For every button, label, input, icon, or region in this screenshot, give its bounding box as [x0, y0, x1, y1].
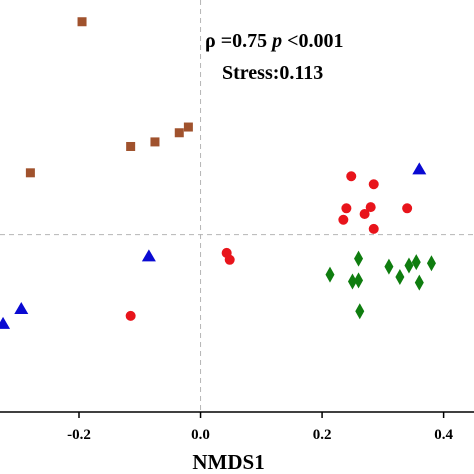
- x-tick-label: -0.2: [67, 427, 91, 443]
- data-point-diamond: [404, 257, 414, 274]
- data-point-square: [183, 122, 193, 132]
- data-point-circle: [365, 202, 376, 213]
- data-point-square: [25, 168, 35, 178]
- data-point-square: [77, 17, 87, 27]
- series-triangle: [0, 162, 427, 329]
- data-point-diamond: [355, 303, 365, 320]
- data-point-diamond: [426, 255, 436, 272]
- x-tick-label: 0.2: [313, 427, 332, 443]
- data-point-diamond: [414, 274, 424, 291]
- data-point-circle: [338, 214, 349, 225]
- data-point-square: [126, 141, 136, 151]
- data-point-circle: [224, 254, 235, 265]
- data-point-circle: [402, 203, 413, 214]
- series-circle: [125, 171, 413, 321]
- rho-p-annotation: ρ =0.75 p <0.001: [205, 30, 344, 52]
- data-point-diamond: [347, 273, 357, 290]
- data-point-triangle: [14, 302, 29, 314]
- series-diamond: [325, 250, 436, 320]
- p-value: <0.001: [282, 30, 343, 52]
- data-point-square: [174, 128, 184, 138]
- data-point-diamond: [395, 268, 405, 285]
- x-tick-label: 0.0: [191, 427, 210, 443]
- data-point-diamond: [354, 250, 364, 267]
- x-axis: -0.2 0.0 0.2 0.4 NMDS1: [0, 411, 474, 474]
- p-symbol: p: [270, 30, 282, 52]
- data-point-diamond: [411, 254, 421, 271]
- x-tick-label: 0.4: [434, 427, 453, 443]
- series-square: [25, 17, 193, 178]
- stress-annotation: Stress:0.113: [222, 62, 323, 84]
- data-point-circle: [368, 223, 379, 234]
- data-point-triangle: [0, 316, 11, 329]
- annotation-box: ρ =0.75 p <0.001 Stress:0.113: [205, 30, 344, 84]
- plot-area: [0, 0, 474, 412]
- data-point-diamond: [354, 272, 364, 289]
- data-point-circle: [359, 209, 370, 220]
- data-point-square: [150, 137, 160, 147]
- data-point-circle: [368, 179, 379, 190]
- data-point-triangle: [141, 249, 156, 262]
- rho-value: ρ =0.75: [205, 30, 272, 52]
- data-point-diamond: [384, 258, 394, 275]
- data-point-circle: [125, 310, 136, 321]
- data-point-circle: [346, 171, 357, 182]
- x-axis-title: NMDS1: [192, 450, 264, 474]
- data-point-circle: [341, 203, 352, 214]
- data-point-diamond: [325, 266, 335, 283]
- data-point-triangle: [412, 162, 427, 175]
